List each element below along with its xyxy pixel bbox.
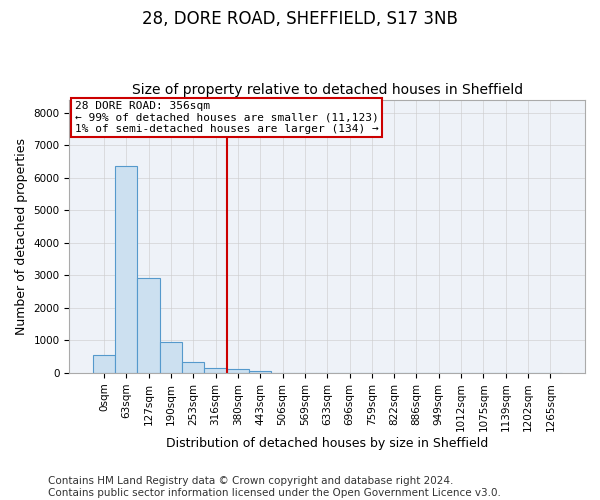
Text: 28, DORE ROAD, SHEFFIELD, S17 3NB: 28, DORE ROAD, SHEFFIELD, S17 3NB <box>142 10 458 28</box>
Bar <box>137 278 160 373</box>
Bar <box>115 166 137 373</box>
Bar <box>205 368 227 373</box>
Text: Contains HM Land Registry data © Crown copyright and database right 2024.
Contai: Contains HM Land Registry data © Crown c… <box>48 476 501 498</box>
Bar <box>182 362 205 373</box>
Bar <box>160 342 182 373</box>
Y-axis label: Number of detached properties: Number of detached properties <box>15 138 28 335</box>
Bar <box>249 370 271 373</box>
Text: 28 DORE ROAD: 356sqm
← 99% of detached houses are smaller (11,123)
1% of semi-de: 28 DORE ROAD: 356sqm ← 99% of detached h… <box>74 101 379 134</box>
X-axis label: Distribution of detached houses by size in Sheffield: Distribution of detached houses by size … <box>166 437 488 450</box>
Bar <box>93 356 115 373</box>
Bar <box>227 370 249 373</box>
Title: Size of property relative to detached houses in Sheffield: Size of property relative to detached ho… <box>131 83 523 97</box>
